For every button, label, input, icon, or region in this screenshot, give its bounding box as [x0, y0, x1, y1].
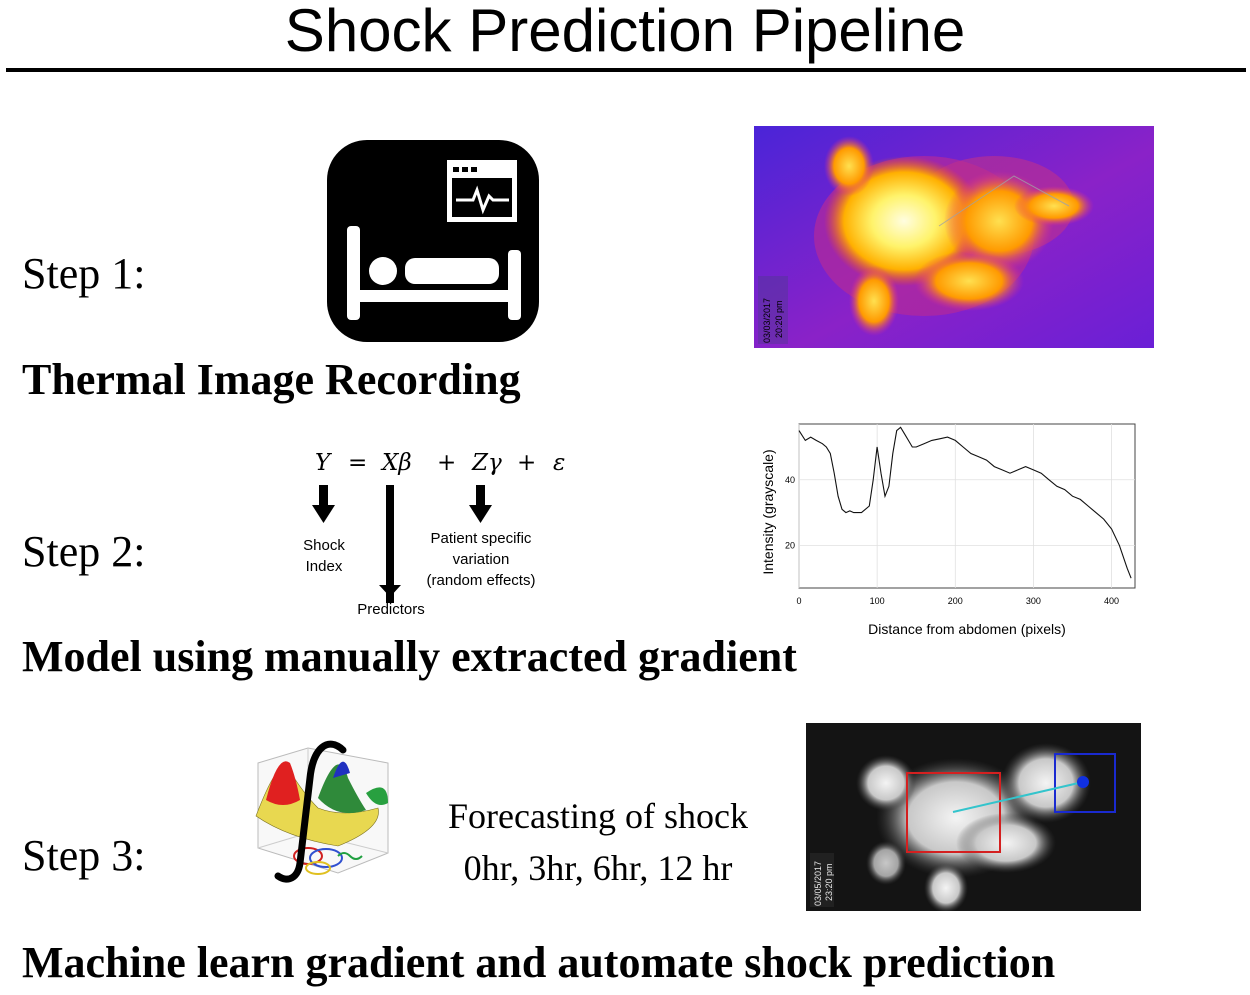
x-axis-label: Distance from abdomen (pixels) — [868, 621, 1066, 637]
blue-bounding-box — [1054, 753, 1116, 813]
step-3-label: Step 3: — [22, 831, 146, 880]
shock-index-label: Shock Index — [303, 537, 345, 575]
gradient-track-line — [952, 781, 1084, 813]
equation-term-xbeta: Xβ — [382, 450, 412, 476]
timestamp-date: 03/03/2017 — [762, 297, 772, 343]
forecast-line-2: 0hr, 3hr, 6hr, 12 hr — [463, 848, 733, 888]
step-1-label: Step 1: — [22, 249, 146, 298]
equation-equals: = — [348, 450, 368, 476]
x-tick-label: 300 — [1026, 596, 1041, 606]
mixed-effects-equation: Y = Xβ + Zγ + ε Shock Index Predictors P… — [300, 450, 590, 620]
equation-term-y: Y — [315, 450, 331, 476]
timestamp-date: 03/05/2017 — [813, 860, 823, 906]
x-tick-label: 400 — [1104, 596, 1119, 606]
equation-plus-2: + — [517, 450, 537, 476]
thermal-image-recording-photo: 03/03/2017 20:20 pm — [754, 126, 1154, 348]
equation-arrows — [312, 485, 492, 603]
x-tick-label: 200 — [948, 596, 963, 606]
automated-tracking-photo: 03/05/2017 23:20 pm — [806, 723, 1141, 911]
step-1-heading: Thermal Image Recording — [22, 355, 521, 404]
hospital-bed-monitor-icon — [327, 140, 539, 342]
step-2-heading: Model using manually extracted gradient — [22, 632, 797, 681]
equation-term-epsilon: ε — [553, 450, 566, 476]
intensity-profile-chart: 0 100 200 300 400 20 40 Distance from abdomen… — [755, 418, 1155, 643]
equation-plus-1: + — [437, 450, 457, 476]
integral-surface-plot-icon — [248, 738, 398, 888]
page-title: Shock Prediction Pipeline — [284, 0, 966, 64]
x-tick-label: 100 — [870, 596, 885, 606]
forecast-text: Forecasting of shock 0hr, 3hr, 6hr, 12 h… — [418, 790, 778, 894]
forecast-line-1: Forecasting of shock — [448, 796, 748, 836]
step-3-heading: Machine learn gradient and automate shoc… — [22, 938, 1056, 987]
timestamp-time: 23:20 pm — [824, 863, 834, 901]
timestamp-time: 20:20 pm — [774, 300, 784, 338]
equation-term-zgamma: Zγ — [472, 450, 502, 476]
tracking-point — [1077, 776, 1089, 788]
red-bounding-box — [906, 772, 1001, 853]
y-tick-label: 20 — [785, 540, 795, 550]
random-effects-label: Patient specific variation (random effec… — [426, 530, 536, 589]
x-tick-label: 0 — [796, 596, 801, 606]
title-divider — [6, 68, 1246, 72]
y-axis-label: Intensity (grayscale) — [760, 449, 776, 574]
y-tick-label: 40 — [785, 475, 795, 485]
predictors-label: Predictors — [357, 601, 425, 618]
series-line — [798, 426, 1132, 579]
chart-plot-frame — [798, 423, 1136, 589]
step-2-label: Step 2: — [22, 527, 146, 576]
